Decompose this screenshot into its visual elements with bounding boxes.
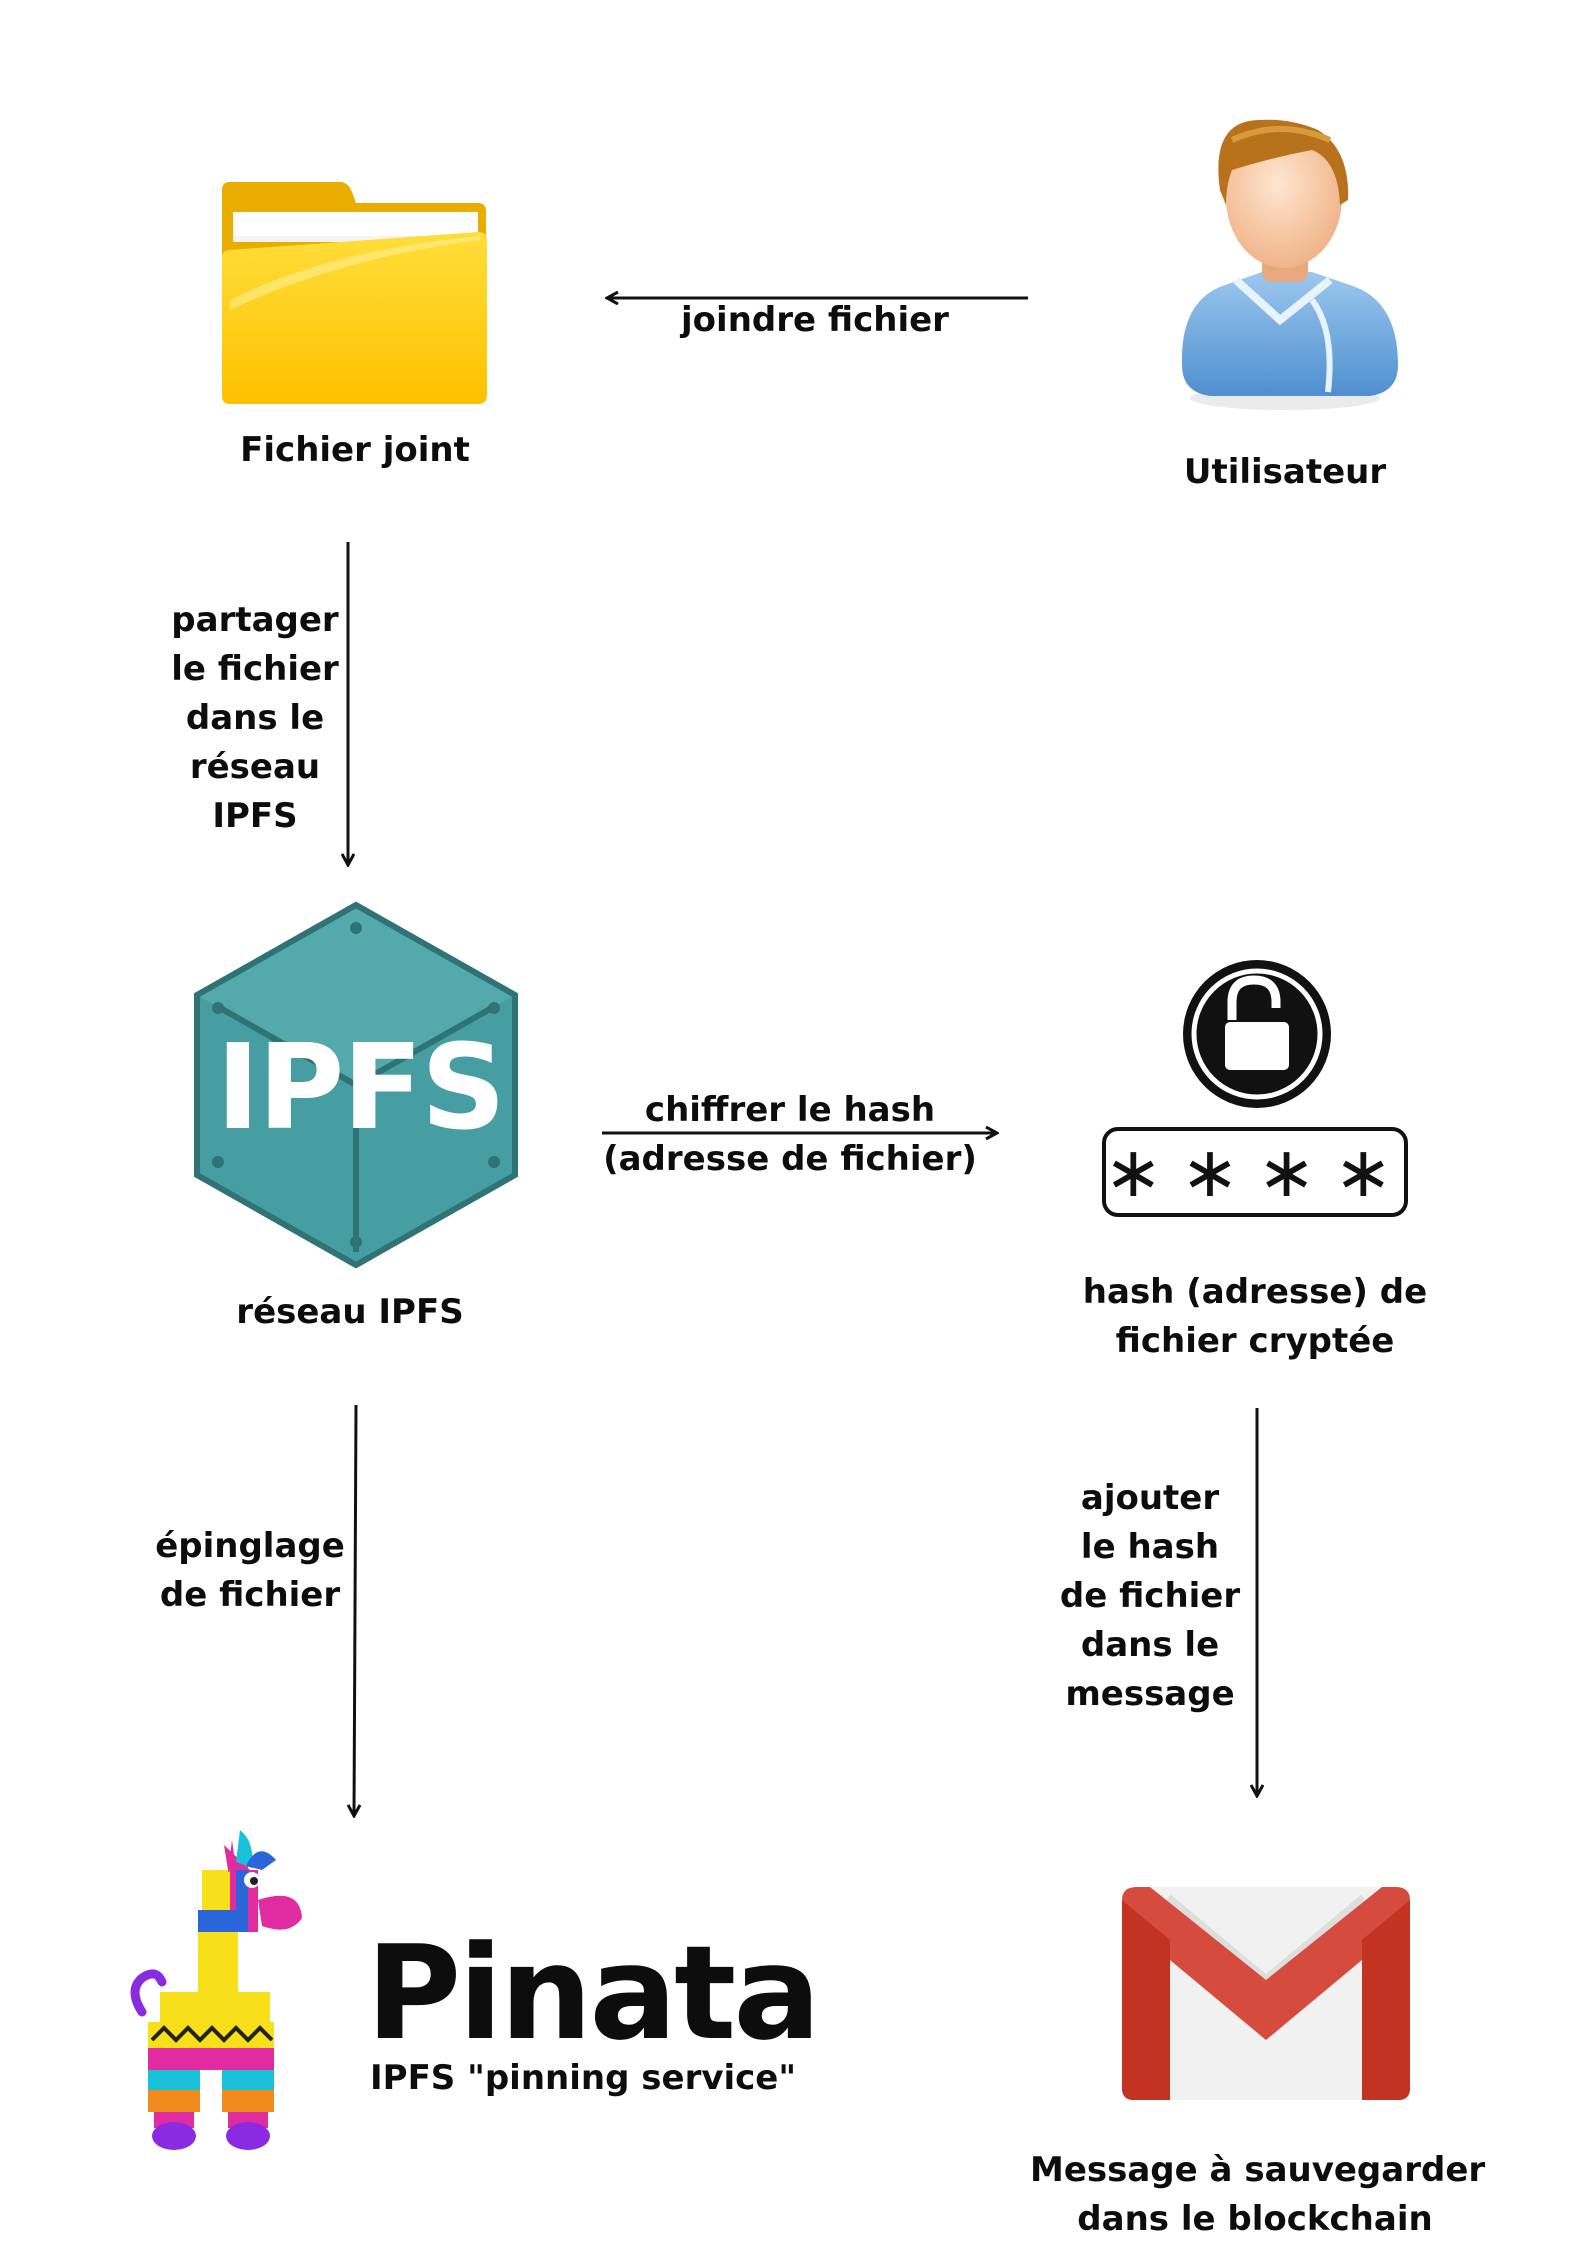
add-label-line: message bbox=[1065, 1674, 1235, 1714]
edge-label-add: ajouter le hash de fichier dans le messa… bbox=[1040, 1474, 1260, 1719]
add-label-line: le hash bbox=[1080, 1527, 1220, 1567]
edge-label-attach: joindre fichier bbox=[681, 300, 949, 340]
node-label-ipfs: réseau IPFS bbox=[236, 1292, 464, 1332]
hash-label-line: hash (adresse) de bbox=[1082, 1272, 1428, 1312]
share-label-line: dans le bbox=[185, 698, 325, 738]
node-label-message: Message à sauvegarder dans le blockchain bbox=[1030, 2146, 1486, 2244]
pinata-wordmark: Pinata bbox=[366, 1917, 821, 2069]
message-label-line: dans le blockchain bbox=[1077, 2199, 1433, 2239]
node-label-user: Utilisateur bbox=[1183, 452, 1387, 492]
ipfs-logo-icon bbox=[194, 901, 518, 1269]
node-label-file: Fichier joint bbox=[240, 430, 470, 470]
pinata-subtitle: IPFS "pinning service" bbox=[370, 2058, 797, 2098]
pin-label-line: épinglage bbox=[155, 1526, 345, 1566]
pin-label-line: de fichier bbox=[159, 1575, 341, 1615]
password-mask: ∗∗∗∗ bbox=[1104, 1131, 1411, 1213]
edge-label-pin: épinglage de fichier bbox=[140, 1522, 360, 1620]
node-label-hash: hash (adresse) de fichier cryptée bbox=[1070, 1268, 1440, 1366]
password-field bbox=[1102, 1127, 1408, 1217]
add-label-line: dans le bbox=[1080, 1625, 1220, 1665]
encrypt-label-line: (adresse de fichier) bbox=[603, 1139, 977, 1179]
hash-label-line: fichier cryptée bbox=[1115, 1321, 1395, 1361]
share-label-line: réseau bbox=[189, 747, 321, 787]
share-label-line: le fichier bbox=[171, 649, 339, 689]
edge-label-encrypt: chiffrer le hash (adresse de fichier) bbox=[600, 1086, 980, 1184]
user-icon bbox=[1181, 119, 1398, 410]
arrow-pin bbox=[354, 1404, 356, 1815]
share-label-line: partager bbox=[171, 600, 339, 640]
ipfs-logo-text: IPFS bbox=[216, 1018, 506, 1156]
edge-label-share: partager le fichier dans le réseau IPFS bbox=[160, 596, 350, 841]
folder-icon bbox=[222, 182, 487, 404]
pinata-llama-icon bbox=[130, 1830, 302, 2150]
encrypt-label-line: chiffrer le hash bbox=[644, 1090, 936, 1130]
add-label-line: ajouter bbox=[1080, 1478, 1220, 1518]
message-label-line: Message à sauvegarder bbox=[1030, 2150, 1486, 2190]
lock-icon bbox=[1183, 960, 1331, 1108]
add-label-line: de fichier bbox=[1059, 1576, 1241, 1616]
gmail-icon bbox=[1122, 1887, 1410, 2100]
share-label-line: IPFS bbox=[212, 796, 298, 836]
